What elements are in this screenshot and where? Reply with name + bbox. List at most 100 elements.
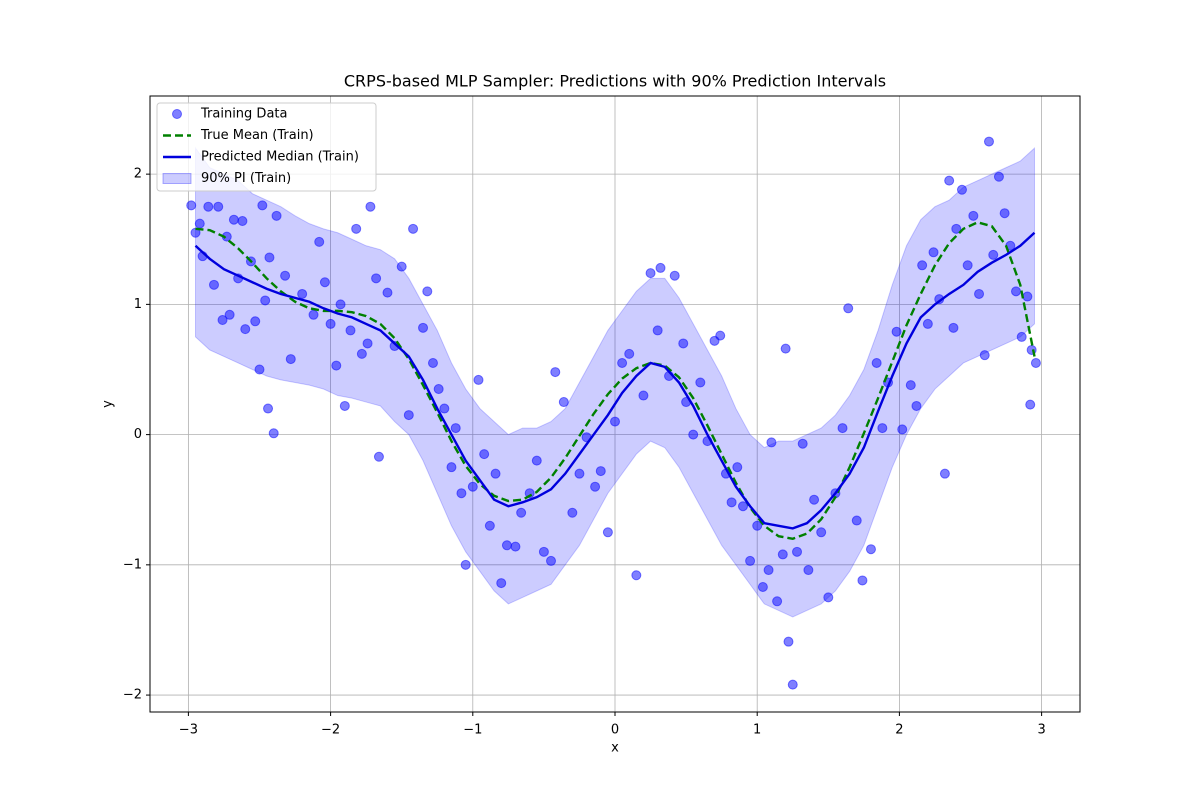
- data-point: [871, 357, 882, 368]
- data-point: [373, 451, 384, 462]
- data-point: [922, 318, 933, 329]
- data-point: [891, 326, 902, 337]
- data-point: [939, 468, 950, 479]
- data-point: [983, 136, 994, 147]
- data-point: [203, 201, 214, 212]
- data-point: [917, 260, 928, 271]
- data-point: [308, 309, 319, 320]
- data-point: [510, 541, 521, 552]
- data-point: [356, 348, 367, 359]
- y-tick-label: 2: [134, 167, 142, 182]
- data-point: [695, 377, 706, 388]
- data-point: [766, 437, 777, 448]
- data-point: [772, 596, 783, 607]
- legend-label: True Mean (Train): [200, 128, 314, 143]
- line: [195, 221, 1036, 541]
- line: [194, 231, 1036, 530]
- data-point: [240, 324, 251, 335]
- data-point: [325, 318, 336, 329]
- plot-frame: [149, 95, 1081, 713]
- data-point: [816, 527, 827, 538]
- data-point: [285, 354, 296, 365]
- prediction-band: [195, 146, 1035, 618]
- data-point: [496, 578, 507, 589]
- y-axis-label: y: [101, 400, 116, 408]
- data-point: [999, 208, 1010, 219]
- data-point: [546, 555, 557, 566]
- data-point: [433, 384, 444, 395]
- data-point: [217, 315, 228, 325]
- data-point: [857, 575, 868, 586]
- data-point: [422, 286, 433, 297]
- data-point: [928, 247, 939, 258]
- data-point: [745, 555, 756, 566]
- data-point: [403, 410, 414, 421]
- data-point: [450, 423, 461, 434]
- data-point: [224, 309, 235, 320]
- data-point: [678, 338, 689, 349]
- data-point: [783, 636, 794, 647]
- data-point: [617, 357, 628, 368]
- data-point: [567, 507, 578, 518]
- data-point: [652, 325, 663, 336]
- data-point: [638, 390, 649, 401]
- data-point: [944, 175, 955, 186]
- data-point: [911, 400, 922, 411]
- data-point: [439, 403, 450, 414]
- y-tick-label: 1: [134, 297, 142, 312]
- data-point: [1016, 331, 1027, 342]
- data-point: [484, 520, 495, 531]
- data-point: [194, 218, 205, 229]
- y-tick-label: −1: [123, 557, 142, 572]
- data-point: [382, 287, 393, 298]
- data-point: [757, 581, 768, 592]
- data-point: [787, 679, 798, 690]
- data-point: [574, 468, 585, 479]
- data-point: [314, 236, 325, 247]
- x-axis-label: x: [611, 741, 619, 756]
- data-point: [968, 210, 979, 221]
- data-point: [669, 270, 680, 281]
- data-point: [351, 223, 362, 234]
- data-point: [264, 252, 275, 263]
- data-point: [467, 481, 478, 492]
- x-tick-label: 0: [611, 723, 619, 738]
- data-point: [446, 462, 457, 473]
- x-tick-label: 2: [895, 723, 903, 738]
- data-point: [516, 507, 527, 518]
- x-tick-label: −3: [179, 723, 198, 738]
- data-point: [1022, 291, 1033, 302]
- data-point: [186, 200, 197, 211]
- data-point: [595, 466, 606, 477]
- data-point: [371, 273, 382, 284]
- legend-marker: [162, 173, 192, 184]
- data-point: [501, 540, 512, 551]
- data-point: [418, 322, 429, 333]
- data-point: [951, 223, 962, 234]
- data-point: [865, 544, 876, 555]
- data-point: [851, 515, 862, 526]
- data-point: [208, 279, 219, 290]
- data-point: [797, 438, 808, 449]
- data-point: [809, 494, 820, 505]
- data-point: [531, 455, 542, 466]
- data-point: [396, 261, 407, 272]
- data-point: [655, 262, 666, 273]
- data-point: [602, 527, 613, 538]
- legend-box: [156, 102, 377, 192]
- data-point: [427, 357, 438, 368]
- data-point: [228, 214, 239, 225]
- data-point: [877, 423, 888, 434]
- data-point: [260, 295, 271, 306]
- data-point: [956, 184, 967, 195]
- data-point: [974, 288, 985, 299]
- data-point: [905, 380, 916, 391]
- data-point: [837, 423, 848, 434]
- data-point: [610, 416, 620, 427]
- data-point: [645, 268, 656, 279]
- data-point: [257, 200, 268, 211]
- data-point: [979, 350, 990, 361]
- data-point: [962, 260, 973, 271]
- data-point: [237, 216, 248, 227]
- data-point: [490, 468, 501, 479]
